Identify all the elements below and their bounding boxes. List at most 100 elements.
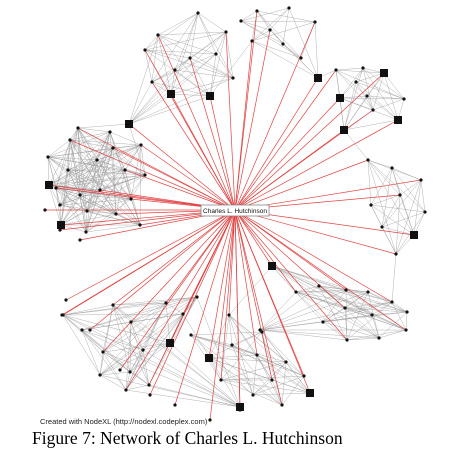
cluster-edge xyxy=(55,169,126,189)
cluster-edge xyxy=(60,213,117,226)
cluster-edge xyxy=(355,67,364,83)
cluster-edge xyxy=(269,29,319,79)
cluster-edge xyxy=(370,204,397,255)
cluster-edge xyxy=(251,7,290,42)
node-dot xyxy=(124,388,128,392)
cluster-edge xyxy=(220,379,311,394)
cluster-edge xyxy=(59,169,69,206)
node-dot xyxy=(302,374,306,378)
cluster-edge xyxy=(69,139,141,226)
cluster-edge xyxy=(381,179,422,228)
cluster-edge xyxy=(395,194,401,255)
cluster-edge xyxy=(112,304,241,408)
ego-edge xyxy=(234,209,311,394)
cluster-edge xyxy=(109,131,126,171)
cluster-edge xyxy=(252,392,311,396)
cluster-edge xyxy=(197,12,234,79)
node-dot xyxy=(251,393,255,397)
ego-edge xyxy=(125,209,236,391)
cluster-edge xyxy=(271,265,346,309)
cluster-edge xyxy=(48,169,126,186)
cluster-edge xyxy=(170,93,211,97)
cluster-edge xyxy=(240,20,316,23)
cluster-edge xyxy=(197,12,227,33)
cluster-edge xyxy=(169,296,198,344)
cluster-edge xyxy=(62,314,104,353)
ego-edge xyxy=(182,209,236,315)
node-dot xyxy=(370,313,374,317)
node-dot xyxy=(231,76,235,80)
bridge-edge xyxy=(391,253,397,303)
cluster-edge xyxy=(81,329,104,353)
cluster-edge xyxy=(295,291,408,313)
cluster-edge xyxy=(240,10,258,22)
node-dot xyxy=(284,360,288,364)
node-square xyxy=(236,403,244,411)
cluster-edge xyxy=(60,174,146,226)
cluster-edge xyxy=(339,95,368,99)
cluster-edge xyxy=(405,311,408,331)
cluster-edge xyxy=(322,311,408,323)
cluster-edges xyxy=(47,7,426,408)
cluster-edge xyxy=(86,198,132,212)
cluster-edge xyxy=(142,349,150,386)
node-dot xyxy=(98,373,102,377)
node-dot xyxy=(78,238,82,242)
cluster-edge xyxy=(339,97,374,111)
cluster-edge xyxy=(381,211,426,228)
cluster-edge xyxy=(170,12,199,95)
cluster-edge xyxy=(77,127,87,233)
node-dot xyxy=(80,328,84,332)
cluster-edge xyxy=(339,97,405,100)
cluster-edge xyxy=(99,304,114,376)
ego-edge xyxy=(234,77,319,211)
cluster-edge xyxy=(59,131,111,206)
cluster-edge xyxy=(370,194,401,206)
ego-edge xyxy=(124,169,236,211)
node-dot xyxy=(108,130,112,134)
cluster-edge xyxy=(366,95,405,100)
node-square xyxy=(57,221,65,229)
ego-edge xyxy=(149,209,236,396)
cluster-edge xyxy=(252,375,305,396)
cluster-edge xyxy=(48,147,114,186)
node-dot xyxy=(43,208,47,212)
node-dot xyxy=(114,212,118,216)
cluster-edge xyxy=(128,34,159,125)
node-dot xyxy=(227,313,231,317)
cluster-edge xyxy=(322,301,393,323)
cluster-edge xyxy=(322,307,346,323)
cluster-edge xyxy=(96,159,126,171)
cluster-edge xyxy=(115,169,126,215)
cluster-edge xyxy=(208,357,273,381)
ego-edge xyxy=(234,209,273,381)
cluster-edge xyxy=(259,289,347,331)
cluster-edge xyxy=(366,95,399,121)
cluster-edge xyxy=(271,379,283,406)
cluster-edge xyxy=(67,144,142,171)
node-dot xyxy=(173,403,177,407)
cluster-edge xyxy=(371,314,407,331)
node-dot xyxy=(281,42,285,46)
cluster-edge xyxy=(128,93,172,125)
cluster-edge xyxy=(251,29,271,42)
cluster-edge xyxy=(367,159,397,255)
ego-edge xyxy=(234,21,316,211)
cluster-edge xyxy=(367,159,372,206)
cluster-edge xyxy=(60,169,69,226)
cluster-edge xyxy=(151,69,176,83)
node-dot xyxy=(98,188,102,192)
node-dot xyxy=(147,383,151,387)
node-dot xyxy=(60,313,64,317)
cluster-edge xyxy=(81,329,241,408)
cluster-edge xyxy=(124,169,146,176)
cluster-edge xyxy=(355,81,405,100)
cluster-edge xyxy=(383,72,399,121)
node-square xyxy=(45,181,53,189)
node-dot xyxy=(195,295,199,299)
cluster-edge xyxy=(295,289,347,293)
cluster-edge xyxy=(335,67,364,71)
node-square xyxy=(166,339,174,347)
cluster-edge xyxy=(69,139,88,212)
